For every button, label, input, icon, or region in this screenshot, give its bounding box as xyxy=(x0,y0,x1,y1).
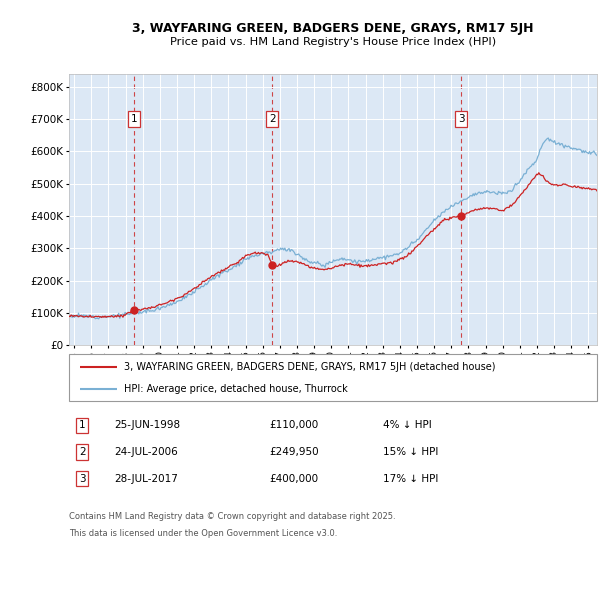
Text: Price paid vs. HM Land Registry's House Price Index (HPI): Price paid vs. HM Land Registry's House … xyxy=(170,37,496,47)
Text: 1: 1 xyxy=(130,114,137,124)
Text: 15% ↓ HPI: 15% ↓ HPI xyxy=(383,447,439,457)
Text: Contains HM Land Registry data © Crown copyright and database right 2025.: Contains HM Land Registry data © Crown c… xyxy=(69,512,395,521)
Text: 2: 2 xyxy=(79,447,86,457)
Text: HPI: Average price, detached house, Thurrock: HPI: Average price, detached house, Thur… xyxy=(124,384,348,394)
Text: £110,000: £110,000 xyxy=(269,420,319,430)
Text: 4% ↓ HPI: 4% ↓ HPI xyxy=(383,420,432,430)
Text: 1: 1 xyxy=(79,420,86,430)
Text: 17% ↓ HPI: 17% ↓ HPI xyxy=(383,474,439,484)
Text: 25-JUN-1998: 25-JUN-1998 xyxy=(114,420,180,430)
Text: 28-JUL-2017: 28-JUL-2017 xyxy=(114,474,178,484)
Text: £400,000: £400,000 xyxy=(269,474,319,484)
Text: 2: 2 xyxy=(269,114,275,124)
Text: 3: 3 xyxy=(79,474,86,484)
Text: 24-JUL-2006: 24-JUL-2006 xyxy=(114,447,178,457)
Text: £249,950: £249,950 xyxy=(269,447,319,457)
Text: 3, WAYFARING GREEN, BADGERS DENE, GRAYS, RM17 5JH: 3, WAYFARING GREEN, BADGERS DENE, GRAYS,… xyxy=(132,22,534,35)
Text: This data is licensed under the Open Government Licence v3.0.: This data is licensed under the Open Gov… xyxy=(69,529,337,537)
Text: 3: 3 xyxy=(458,114,464,124)
Text: 3, WAYFARING GREEN, BADGERS DENE, GRAYS, RM17 5JH (detached house): 3, WAYFARING GREEN, BADGERS DENE, GRAYS,… xyxy=(124,362,496,372)
FancyBboxPatch shape xyxy=(69,354,597,401)
